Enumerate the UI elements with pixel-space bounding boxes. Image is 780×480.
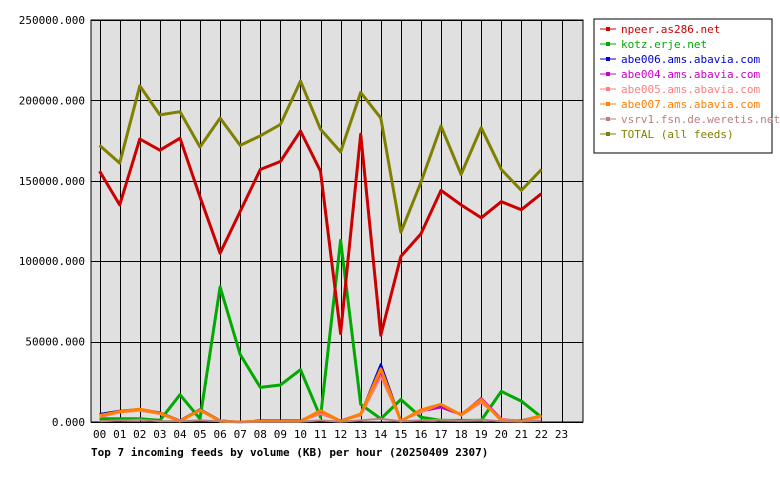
legend-marker xyxy=(606,42,610,46)
x-tick-label: 08 xyxy=(254,428,267,441)
x-tick-label: 07 xyxy=(234,428,247,441)
series-line-total-all-feeds- xyxy=(98,79,543,234)
legend-entry: abe006.ams.abavia.com xyxy=(600,53,760,66)
legend-marker xyxy=(606,102,610,106)
y-tick-label: 50000.000 xyxy=(25,336,85,349)
x-tick-label: 10 xyxy=(294,428,307,441)
x-tick-label: 22 xyxy=(535,428,548,441)
x-tick-label: 05 xyxy=(193,428,206,441)
chart-title: Top 7 incoming feeds by volume (KB) per … xyxy=(91,446,488,459)
legend-entry: kotz.erje.net xyxy=(600,38,707,51)
plot-background xyxy=(90,19,584,423)
x-tick-label: 21 xyxy=(515,428,528,441)
legend: npeer.as286.net kotz.erje.net abe006.ams.a… xyxy=(593,18,780,154)
x-tick-label: 09 xyxy=(274,428,287,441)
y-tick-label: 250000.000 xyxy=(19,14,85,27)
legend-entry: npeer.as286.net xyxy=(600,23,720,36)
x-tick-label: 18 xyxy=(454,428,467,441)
y-axis-tick-labels: 0.000 50000.000 100000.000 150000.000 200000… xyxy=(19,14,85,429)
legend-marker xyxy=(606,87,610,91)
x-axis-tick-labels: 00 01 02 03 04 05 06 07 08 09 10 11 12 13 14 15 16 17 18 19… xyxy=(93,428,568,441)
y-tick-label: 100000.000 xyxy=(19,255,85,268)
legend-box xyxy=(593,18,773,154)
legend-entry: TOTAL (all feeds) xyxy=(600,128,734,141)
x-tick-label: 23 xyxy=(555,428,568,441)
legend-marker xyxy=(606,27,610,31)
legend-entry: abe005.ams.abavia.com xyxy=(600,83,760,96)
plot-area xyxy=(90,19,584,423)
x-tick-label: 19 xyxy=(475,428,488,441)
legend-marker xyxy=(606,132,610,136)
x-tick-label: 11 xyxy=(314,428,327,441)
series-line-vsrv1-fsn-de-weretis-net xyxy=(99,417,542,423)
grid-lines xyxy=(91,20,583,423)
x-tick-label: 12 xyxy=(334,428,347,441)
x-tick-label: 01 xyxy=(113,428,126,441)
x-tick-label: 02 xyxy=(133,428,146,441)
x-tick-label: 13 xyxy=(354,428,367,441)
legend-marker xyxy=(606,57,610,61)
legend-label: kotz.erje.net xyxy=(621,38,707,51)
legend-entry: abe004.ams.abavia.com xyxy=(600,68,760,81)
x-tick-label: 00 xyxy=(93,428,106,441)
legend-marker xyxy=(606,117,610,121)
legend-label: npeer.as286.net xyxy=(621,23,720,36)
legend-marker xyxy=(606,72,610,76)
legend-entry: vsrv1.fsn.de.weretis.net xyxy=(600,113,780,126)
legend-label: abe005.ams.abavia.com xyxy=(621,83,760,96)
legend-label: abe007.ams.abavia.com xyxy=(621,98,760,111)
series-lines xyxy=(98,79,543,424)
y-tick-label: 200000.000 xyxy=(19,94,85,107)
y-tick-label: 0.000 xyxy=(52,416,85,429)
x-tick-label: 16 xyxy=(414,428,427,441)
legend-label: vsrv1.fsn.de.weretis.net xyxy=(621,113,780,126)
x-tick-label: 06 xyxy=(213,428,226,441)
legend-label: abe006.ams.abavia.com xyxy=(621,53,760,66)
x-tick-label: 17 xyxy=(434,428,447,441)
x-tick-label: 15 xyxy=(394,428,407,441)
series-line-npeer-as286-net xyxy=(98,129,543,337)
x-tick-label: 03 xyxy=(153,428,166,441)
legend-label: TOTAL (all feeds) xyxy=(621,128,734,141)
legend-label: abe004.ams.abavia.com xyxy=(621,68,760,81)
legend-entry: abe007.ams.abavia.com xyxy=(600,98,760,111)
x-tick-label: 20 xyxy=(495,428,508,441)
x-tick-label: 04 xyxy=(173,428,187,441)
series-line-abe007-ams-abavia-com xyxy=(99,367,542,424)
x-tick-label: 14 xyxy=(374,428,388,441)
y-tick-label: 150000.000 xyxy=(19,175,85,188)
